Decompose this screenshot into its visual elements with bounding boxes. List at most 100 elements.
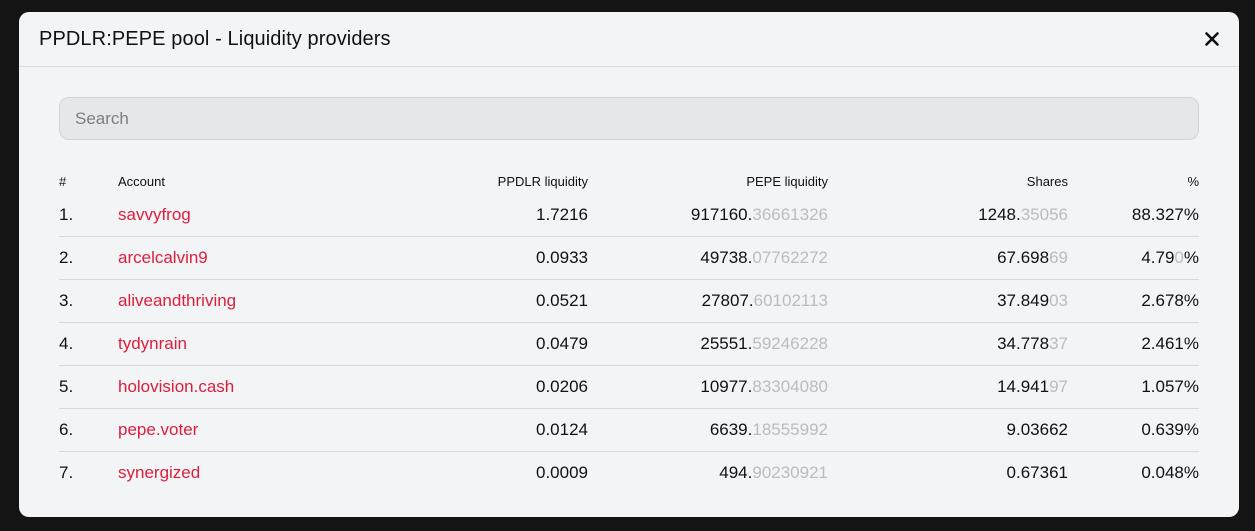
table-header-row: # Account PPDLR liquidity PEPE liquidity… [59,168,1199,194]
pepe-faded-digits: 60102113 [753,291,828,310]
percent-faded-digit: 0 [1174,248,1184,267]
shares-value: 9.03662 [828,408,1068,452]
account-link[interactable]: savvyfrog [118,205,191,224]
shares-main-part: 0.67361 [1006,463,1068,482]
search-input[interactable] [59,97,1199,140]
pepe-faded-digits: 18555992 [752,420,828,439]
header-percent: % [1187,173,1199,189]
shares-value: 0.67361 [828,451,1068,494]
pepe-liquidity-value: 6639.18555992 [588,408,828,452]
ppdlr-liquidity-value: 0.0479 [288,322,588,366]
header-ppdlr-liquidity: PPDLR liquidity [497,173,588,189]
pepe-integer-part: 27807. [701,291,754,310]
shares-main-part: 37.849 [997,291,1050,310]
ppdlr-liquidity-value: 1.7216 [536,205,588,224]
ppdlr-liquidity-value: 0.0206 [288,365,588,409]
percent-value: 88.327% [1068,194,1199,237]
percent-main-part: 88.327% [1131,205,1199,224]
account-cell: tydynrain [118,322,288,366]
pepe-liquidity-value: 10977.83304080 [588,365,828,409]
row-index: 3. [59,279,118,323]
row-index: 4. [59,322,118,366]
shares-faded-digits: 97 [1049,377,1068,396]
account-link[interactable]: synergized [118,463,201,482]
percent-value: 0.639% [1068,408,1199,452]
row-index: 5. [59,365,118,409]
table-row: 6. pepe.voter 0.0124 6639.18555992 9.036… [59,408,1199,452]
shares-main-part: 9.03662 [1006,420,1068,439]
percent-value: 4.790% [1068,236,1199,280]
account-cell: aliveandthriving [118,279,288,323]
percent-value: 0.048% [1068,451,1199,494]
pepe-integer-part: 25551. [700,334,753,353]
account-cell: savvyfrog [118,194,288,237]
shares-value: 1248.35056 [828,194,1068,237]
row-index: 7. [59,451,118,494]
liquidity-providers-modal: PPDLR:PEPE pool - Liquidity providers # … [19,12,1239,517]
percent-main-part: 0.048% [1141,463,1199,482]
account-cell: synergized [118,451,288,494]
row-index: 6. [59,408,118,452]
table-row: 1. savvyfrog 1.7216 917160.36661326 1248… [59,194,1199,237]
table-row: 3. aliveandthriving 0.0521 27807.6010211… [59,279,1199,323]
shares-main-part: 67.698 [997,248,1050,267]
account-cell: holovision.cash [118,365,288,409]
pepe-liquidity-value: 917160.36661326 [588,194,828,237]
percent-main-part: 2.678% [1141,291,1199,310]
shares-main-part: 34.778 [997,334,1050,353]
pepe-liquidity-value: 27807.60102113 [588,279,828,323]
table-row: 2. arcelcalvin9 0.0933 49738.07762272 67… [59,236,1199,280]
percent-main-part: 1.057% [1141,377,1199,396]
account-link[interactable]: tydynrain [118,334,187,353]
percent-suffix: % [1183,248,1199,267]
shares-main-part: 1248. [978,205,1021,224]
modal-header: PPDLR:PEPE pool - Liquidity providers [19,12,1239,67]
account-link[interactable]: pepe.voter [118,420,199,439]
pepe-liquidity-value: 25551.59246228 [588,322,828,366]
modal-title: PPDLR:PEPE pool - Liquidity providers [39,27,391,50]
account-link[interactable]: aliveandthriving [118,291,237,310]
account-link[interactable]: holovision.cash [118,377,235,396]
header-pepe-liquidity: PEPE liquidity [746,173,828,189]
shares-faded-digits: 37 [1049,334,1068,353]
pepe-integer-part: 494. [719,463,753,482]
percent-value: 2.461% [1068,322,1199,366]
ppdlr-liquidity-value: 0.0124 [288,408,588,452]
percent-main-part: 4.79 [1141,248,1175,267]
modal-body: # Account PPDLR liquidity PEPE liquidity… [19,67,1239,494]
pepe-liquidity-value: 494.90230921 [588,451,828,494]
pepe-faded-digits: 90230921 [752,463,828,482]
pepe-integer-part: 10977. [700,377,753,396]
header-index: # [59,173,67,189]
pepe-faded-digits: 36661326 [752,205,828,224]
close-button[interactable] [1200,27,1224,51]
pepe-integer-part: 6639. [709,420,753,439]
pepe-faded-digits: 07762272 [752,248,828,267]
account-cell: pepe.voter [118,408,288,452]
ppdlr-liquidity-value: 0.0521 [288,279,588,323]
shares-faded-digits: 03 [1049,291,1068,310]
row-index: 1. [59,205,74,224]
pepe-liquidity-value: 49738.07762272 [588,236,828,280]
providers-table: # Account PPDLR liquidity PEPE liquidity… [59,168,1199,494]
percent-value: 1.057% [1068,365,1199,409]
shares-value: 67.69869 [828,236,1068,280]
percent-main-part: 0.639% [1141,420,1199,439]
row-index: 2. [59,236,118,280]
percent-main-part: 2.461% [1141,334,1199,353]
shares-faded-digits: 69 [1049,248,1068,267]
pepe-integer-part: 49738. [700,248,753,267]
ppdlr-liquidity-value: 0.0009 [288,451,588,494]
table-row: 4. tydynrain 0.0479 25551.59246228 34.77… [59,322,1199,366]
ppdlr-liquidity-value: 0.0933 [288,236,588,280]
close-icon [1205,32,1219,46]
shares-value: 34.77837 [828,322,1068,366]
shares-value: 37.84903 [828,279,1068,323]
pepe-integer-part: 917160. [690,205,753,224]
account-link[interactable]: arcelcalvin9 [118,248,208,267]
table-row: 5. holovision.cash 0.0206 10977.83304080… [59,365,1199,409]
account-cell: arcelcalvin9 [118,236,288,280]
pepe-faded-digits: 59246228 [752,334,828,353]
shares-faded-digits: 35056 [1020,205,1068,224]
shares-main-part: 14.941 [997,377,1050,396]
